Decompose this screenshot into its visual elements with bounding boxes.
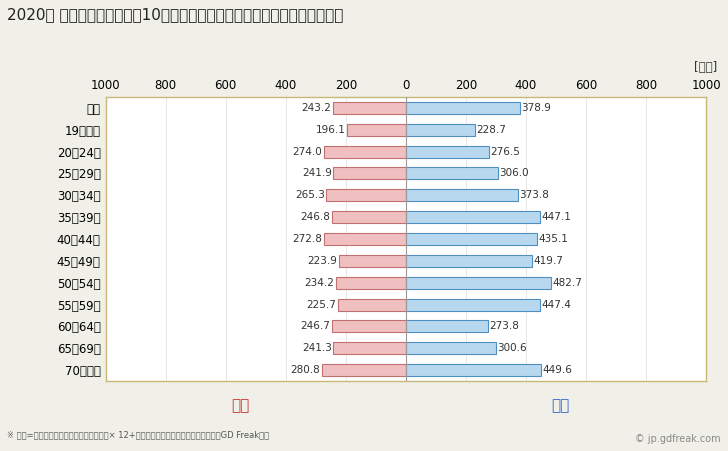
Bar	[406, 211, 540, 223]
Bar	[333, 342, 406, 354]
Bar	[406, 277, 551, 289]
Text: 2020年 民間企業（従業者数10人以上）フルタイム労働者の男女別平均年収: 2020年 民間企業（従業者数10人以上）フルタイム労働者の男女別平均年収	[7, 7, 344, 22]
Text: 女性: 女性	[231, 398, 250, 414]
Bar	[406, 233, 537, 245]
Text: ※ 年収=「きまって支給する現金給与額」× 12+「年間賞与その他特別給与額」としてGD Freak推計: ※ 年収=「きまって支給する現金給与額」× 12+「年間賞与その他特別給与額」と…	[7, 431, 269, 440]
Text: 243.2: 243.2	[301, 103, 331, 113]
Text: 276.5: 276.5	[491, 147, 521, 156]
Text: 241.9: 241.9	[302, 169, 332, 179]
Bar	[322, 364, 406, 376]
Bar	[406, 102, 520, 114]
Bar	[406, 299, 540, 311]
Text: 272.8: 272.8	[293, 234, 323, 244]
Bar	[347, 124, 406, 136]
Text: 447.4: 447.4	[542, 299, 571, 309]
Text: 274.0: 274.0	[293, 147, 322, 156]
Text: 435.1: 435.1	[538, 234, 568, 244]
Text: 246.7: 246.7	[301, 322, 331, 331]
Bar	[333, 167, 406, 179]
Bar	[406, 364, 541, 376]
Text: 265.3: 265.3	[295, 190, 325, 200]
Bar	[326, 189, 406, 201]
Text: 300.6: 300.6	[498, 343, 527, 353]
Text: 273.8: 273.8	[490, 322, 520, 331]
Bar	[406, 167, 498, 179]
Text: 306.0: 306.0	[499, 169, 529, 179]
Bar	[339, 255, 406, 267]
Bar	[406, 255, 532, 267]
Bar	[332, 321, 406, 332]
Text: 男性: 男性	[551, 398, 570, 414]
Text: 196.1: 196.1	[316, 125, 346, 135]
Bar	[406, 146, 489, 157]
Text: 280.8: 280.8	[290, 365, 320, 375]
Text: [万円]: [万円]	[694, 61, 717, 74]
Bar	[406, 189, 518, 201]
Bar	[406, 342, 496, 354]
Bar	[336, 277, 406, 289]
Text: 419.7: 419.7	[534, 256, 563, 266]
Bar	[324, 233, 406, 245]
Text: 378.9: 378.9	[521, 103, 551, 113]
Text: © jp.gdfreak.com: © jp.gdfreak.com	[635, 434, 721, 444]
Text: 225.7: 225.7	[306, 299, 336, 309]
Text: 223.9: 223.9	[307, 256, 337, 266]
Bar	[333, 102, 406, 114]
Text: 482.7: 482.7	[553, 278, 582, 288]
Text: 228.7: 228.7	[476, 125, 506, 135]
Bar	[338, 299, 406, 311]
Text: 241.3: 241.3	[302, 343, 332, 353]
Bar	[323, 146, 406, 157]
Bar	[332, 211, 406, 223]
Text: 246.8: 246.8	[301, 212, 331, 222]
Bar	[406, 321, 488, 332]
Text: 449.6: 449.6	[542, 365, 572, 375]
Bar	[406, 124, 475, 136]
Text: 373.8: 373.8	[520, 190, 550, 200]
Text: 234.2: 234.2	[304, 278, 334, 288]
Text: 447.1: 447.1	[542, 212, 571, 222]
